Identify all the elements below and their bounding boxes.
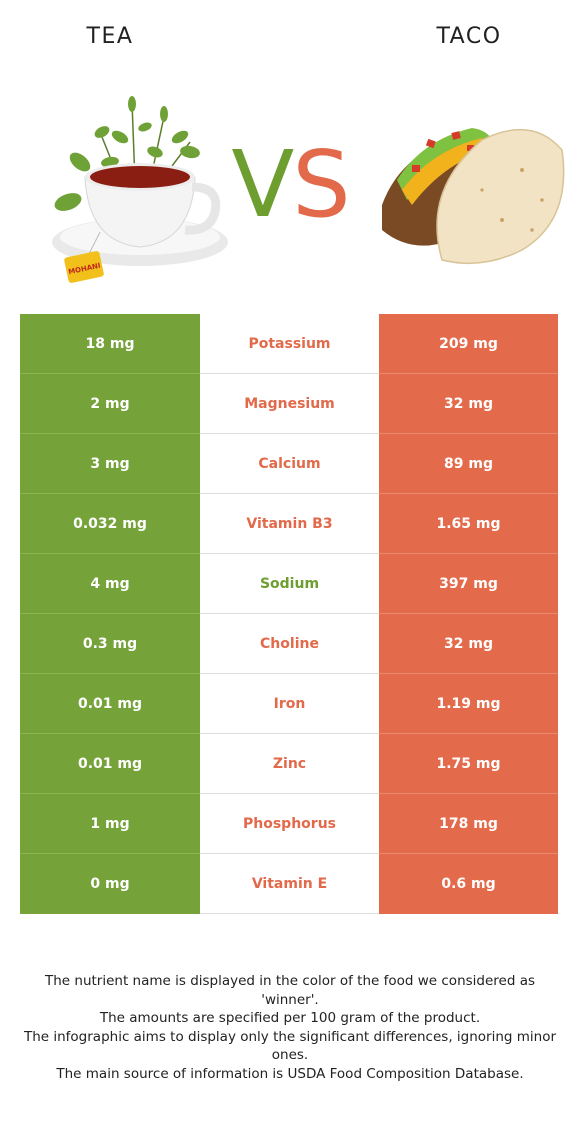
taco-icon: [382, 128, 565, 265]
taco-value: 397 mg: [379, 554, 558, 614]
table-row: 0.01 mg Zinc 1.75 mg: [20, 734, 558, 794]
taco-value: 1.65 mg: [379, 494, 558, 554]
nutrient-name: Vitamin E: [200, 854, 379, 914]
tea-value: 1 mg: [20, 794, 200, 854]
tea-cup-icon: MOHANI: [52, 96, 228, 283]
vs-v: V: [231, 131, 294, 238]
footnote-line: The main source of information is USDA F…: [56, 1065, 524, 1082]
taco-value: 178 mg: [379, 794, 558, 854]
footnote-line: The nutrient name is displayed in the co…: [44, 973, 536, 1008]
nutrient-name: Vitamin B3: [200, 494, 379, 554]
tea-value: 0.01 mg: [20, 734, 200, 794]
nutrient-name: Sodium: [200, 554, 379, 614]
nutrient-name: Choline: [200, 614, 379, 674]
table-row: 3 mg Calcium 89 mg: [20, 434, 558, 494]
taco-value: 1.75 mg: [379, 734, 558, 794]
table-row: 18 mg Potassium 209 mg: [20, 314, 558, 374]
tea-value: 0.3 mg: [20, 614, 200, 674]
table-row: 2 mg Magnesium 32 mg: [20, 374, 558, 434]
nutrient-name: Zinc: [200, 734, 379, 794]
nutrient-name: Magnesium: [200, 374, 379, 434]
tea-value: 2 mg: [20, 374, 200, 434]
tea-value: 0.01 mg: [20, 674, 200, 734]
footnote: The nutrient name is displayed in the co…: [20, 972, 560, 1083]
nutrient-table: 18 mg Potassium 209 mg 2 mg Magnesium 32…: [20, 314, 558, 914]
tea-value: 0.032 mg: [20, 494, 200, 554]
footnote-line: The amounts are specified per 100 gram o…: [99, 1010, 481, 1026]
table-row: 0.032 mg Vitamin B3 1.65 mg: [20, 494, 558, 554]
taco-value: 1.19 mg: [379, 674, 558, 734]
taco-value: 89 mg: [379, 434, 558, 494]
nutrient-name: Calcium: [200, 434, 379, 494]
table-row: 0 mg Vitamin E 0.6 mg: [20, 854, 558, 914]
nutrient-name: Potassium: [200, 314, 379, 374]
tea-value: 0 mg: [20, 854, 200, 914]
table-row: 0.3 mg Choline 32 mg: [20, 614, 558, 674]
taco-value: 32 mg: [379, 374, 558, 434]
tea-value: 18 mg: [20, 314, 200, 374]
table-row: 4 mg Sodium 397 mg: [20, 554, 558, 614]
taco-value: 0.6 mg: [379, 854, 558, 914]
taco-value: 32 mg: [379, 614, 558, 674]
nutrient-name: Iron: [200, 674, 379, 734]
footnote-line: The infographic aims to display only the…: [23, 1028, 557, 1064]
table-row: 0.01 mg Iron 1.19 mg: [20, 674, 558, 734]
tea-value: 4 mg: [20, 554, 200, 614]
table-row: 1 mg Phosphorus 178 mg: [20, 794, 558, 854]
right-food-title: TACO: [436, 24, 502, 49]
vs-s: S: [292, 131, 350, 238]
nutrient-name: Phosphorus: [200, 794, 379, 854]
tea-value: 3 mg: [20, 434, 200, 494]
taco-value: 209 mg: [379, 314, 558, 374]
left-food-title: TEA: [86, 24, 134, 49]
